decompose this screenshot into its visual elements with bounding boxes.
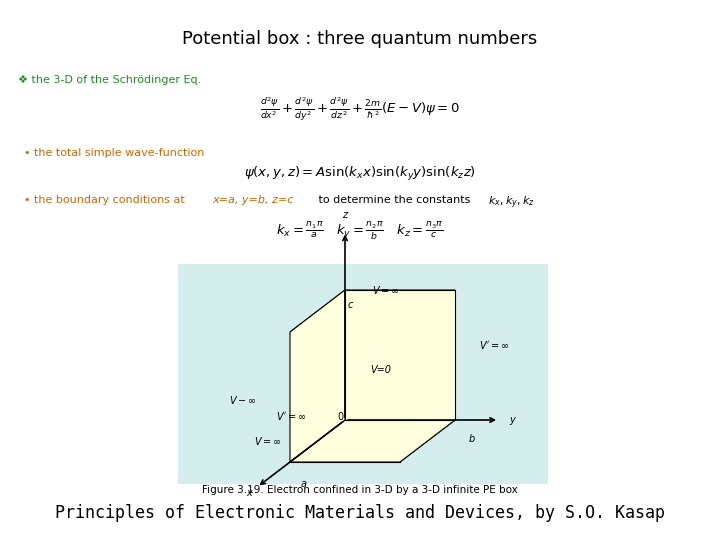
Text: V=0: V=0 — [370, 364, 391, 375]
Polygon shape — [290, 332, 400, 462]
Text: $\psi(x,y,z) = A\sin(k_x x)\sin(k_y y)\sin(k_z z)$: $\psi(x,y,z) = A\sin(k_x x)\sin(k_y y)\s… — [244, 165, 476, 183]
Text: $V-\infty$: $V-\infty$ — [229, 394, 256, 406]
Text: b: b — [469, 435, 474, 444]
Text: Potential box : three quantum numbers: Potential box : three quantum numbers — [182, 30, 538, 48]
Text: $V'=\infty$: $V'=\infty$ — [276, 410, 307, 422]
Text: Figure 3.19. Electron confined in 3-D by a 3-D infinite PE box: Figure 3.19. Electron confined in 3-D by… — [202, 485, 518, 495]
Text: 0: 0 — [338, 411, 343, 422]
Bar — [178, 264, 548, 484]
Text: $k_x, k_y, k_z$: $k_x, k_y, k_z$ — [488, 195, 535, 211]
Text: c: c — [348, 300, 354, 310]
Text: $V=\infty$: $V=\infty$ — [254, 435, 282, 447]
Text: ❖ the 3-D of the Schrödinger Eq.: ❖ the 3-D of the Schrödinger Eq. — [18, 75, 202, 85]
Text: z: z — [343, 210, 348, 220]
Text: a: a — [301, 479, 307, 489]
Text: to determine the constants: to determine the constants — [315, 195, 474, 205]
Text: $\frac{d^2\psi}{dx^2} + \frac{d^2\psi}{dy^2} + \frac{d^2\psi}{dz^2} + \frac{2m}{: $\frac{d^2\psi}{dx^2} + \frac{d^2\psi}{d… — [260, 95, 460, 123]
Text: • the boundary conditions at: • the boundary conditions at — [24, 195, 188, 205]
Text: $V'=\infty$: $V'=\infty$ — [480, 339, 510, 351]
Polygon shape — [290, 290, 345, 462]
Text: x: x — [246, 489, 251, 498]
Text: Principles of Electronic Materials and Devices, by S.O. Kasap: Principles of Electronic Materials and D… — [55, 504, 665, 522]
Text: x=a, y=b, z=c: x=a, y=b, z=c — [212, 195, 293, 205]
Polygon shape — [290, 290, 455, 332]
Polygon shape — [400, 290, 455, 462]
Text: $k_x = \frac{n_1\pi}{a} \quad k_y = \frac{n_2\pi}{b} \quad k_z = \frac{n_3\pi}{c: $k_x = \frac{n_1\pi}{a} \quad k_y = \fra… — [276, 220, 444, 242]
Polygon shape — [290, 420, 455, 462]
Text: y: y — [509, 415, 515, 425]
Text: • the total simple wave-function: • the total simple wave-function — [24, 148, 204, 158]
Polygon shape — [345, 290, 455, 420]
Text: $V=\infty$: $V=\infty$ — [372, 284, 400, 296]
